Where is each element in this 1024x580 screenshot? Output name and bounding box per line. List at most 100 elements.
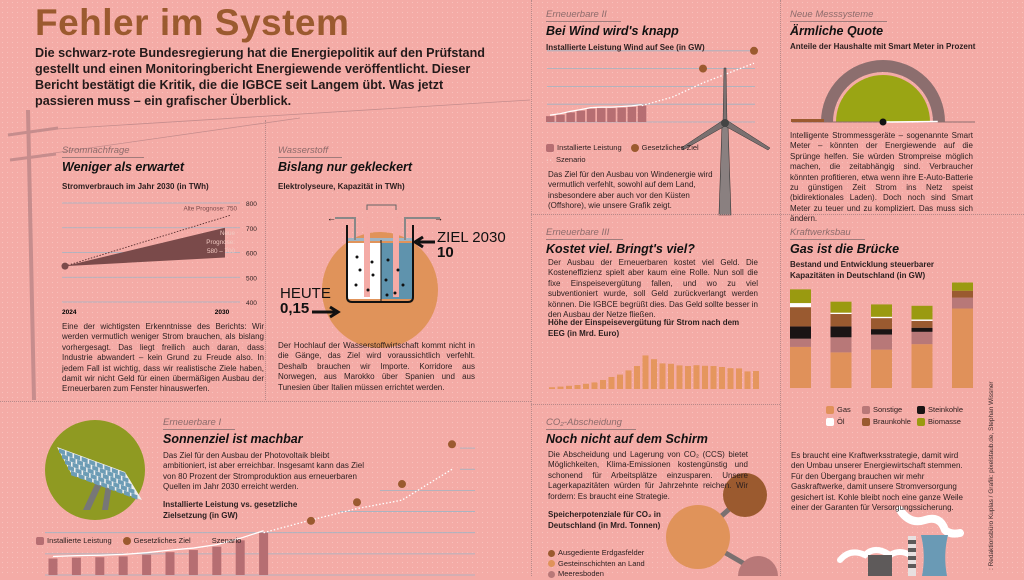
cooling-tower-large (921, 535, 948, 576)
bar-segment-steinkohle (830, 326, 852, 338)
legend-label: Ausgediente Erdgasfelder (558, 548, 645, 557)
bar-eeg (702, 365, 708, 389)
bar-eeg (685, 366, 691, 389)
solar-cell (104, 465, 111, 472)
electrode (364, 215, 370, 297)
co2-legend: Ausgediente Erdgasfelder Gesteinschichten… (548, 548, 645, 580)
solar-cell (68, 465, 74, 472)
divider (531, 404, 780, 405)
legend-item-steinkohle: Steinkohle (917, 405, 977, 414)
y-tick-label: 700 (246, 226, 257, 233)
solar-cell (107, 470, 114, 478)
section-stromnachfrage: Stromnachfrage Weniger als erwartet Stro… (62, 140, 262, 193)
bar-installed (212, 546, 222, 575)
wind-legend-scenario: ·· Szenario (546, 155, 586, 164)
divider (265, 120, 266, 400)
bar-eeg (566, 385, 572, 389)
bubble-2 (666, 505, 730, 569)
solar-cell (89, 459, 96, 467)
bar-eeg (608, 377, 615, 389)
bar-eeg (557, 386, 564, 389)
section-title: Bislang nur gekleckert (278, 160, 413, 174)
section-title: Bei Wind wird's knapp (546, 24, 679, 38)
bar-eeg (727, 368, 734, 389)
bar-segment-steinkohle (871, 329, 892, 335)
legend-item: Meeresboden (548, 569, 645, 580)
solar-cell (74, 454, 81, 461)
bar-installed (95, 557, 105, 575)
bubble (370, 260, 374, 264)
chart-title: Anteile der Haushalte mit Smart Meter in… (790, 42, 976, 51)
wind-turbine-illustration (680, 67, 771, 216)
legend-label: Steinkohle (928, 405, 964, 414)
legend-label: Szenario (556, 155, 586, 164)
bar-segment-braunkohle (830, 314, 852, 327)
bar-installed (597, 108, 606, 122)
divider (780, 0, 781, 576)
installed-curve (52, 530, 264, 558)
solar-cell (65, 459, 71, 467)
bubble (384, 278, 388, 282)
bar-installed (188, 550, 198, 575)
gauge-pivot (879, 118, 887, 126)
solar-cell (119, 470, 126, 478)
legend-item: Ausgediente Erdgasfelder (548, 548, 645, 559)
bar-segment-gas (952, 308, 973, 388)
chart-title: Speicherpotenziale für CO₂ in Deutschlan… (548, 510, 661, 530)
section-title: Weniger als erwartet (62, 160, 185, 174)
bar-installed (566, 112, 575, 122)
kraftwerk-legend: Gas Sonstige Steinkohle Öl Braunkohle Biomass… (826, 405, 986, 426)
goal-point (307, 516, 315, 525)
bar-eeg (651, 359, 657, 389)
solar-cell (114, 473, 121, 481)
legend-item: Gesteinschichten an Land (548, 559, 645, 570)
section-kicker: Neue Messsysteme (790, 9, 888, 22)
bar-eeg (710, 366, 717, 389)
bubble (371, 273, 375, 277)
solar-cell (111, 467, 118, 475)
chimney-stripe (908, 548, 916, 552)
panel-stand (83, 480, 104, 510)
bar-installed (576, 110, 586, 122)
pole-mast (26, 109, 36, 401)
solar-cell (71, 470, 77, 478)
section-kicker: Erneuerbare III (546, 227, 624, 240)
legend-label: Gas (837, 405, 851, 414)
solar-cell (122, 476, 129, 483)
bubble (358, 268, 362, 272)
intro-text: Die schwarz-rote Bundesregierung hat die… (35, 46, 485, 108)
bar-segment-braunkohle (952, 290, 973, 298)
turbine-blade (724, 120, 771, 151)
divider (531, 0, 532, 576)
start-point (61, 262, 69, 270)
bar-eeg (591, 382, 598, 389)
y-tick-label: 500 (246, 275, 257, 282)
legend-label: Szenario (211, 536, 242, 545)
legend-dotted-line: ·· (201, 536, 209, 545)
bar-eeg (753, 371, 759, 389)
solar-cell (95, 470, 102, 478)
solar-cell (113, 481, 120, 489)
bar-segment-oel (871, 316, 892, 319)
legend-dotted-line: ·· (546, 155, 553, 164)
bar-eeg (693, 365, 700, 389)
legend-swatch (917, 405, 925, 414)
bar-segment-biomasse (871, 304, 892, 317)
section-solar: Erneuerbare I Sonnenziel ist machbar (163, 412, 363, 446)
legend-swatch (546, 143, 554, 152)
bar-segment-braunkohle (911, 320, 933, 328)
bubble (386, 258, 390, 262)
section-title: Noch nicht auf dem Schirm (546, 432, 708, 446)
smart-meter-gauge (791, 60, 975, 126)
new-forecast-range (65, 227, 225, 267)
legend-swatch (917, 417, 925, 426)
bar-eeg (736, 368, 742, 389)
smoke (837, 547, 913, 563)
new-forecast-label: Neue (220, 230, 236, 237)
bar-segment-biomasse (790, 289, 811, 304)
solar-cell (99, 467, 106, 475)
bar-segment-gas (911, 344, 933, 388)
solar-cell (78, 473, 85, 481)
